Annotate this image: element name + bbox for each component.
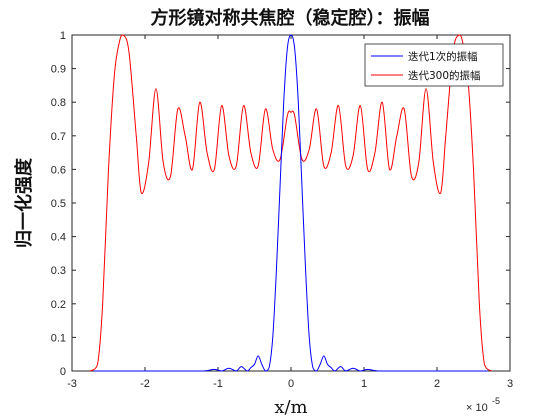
chart-title: 方形镜对称共焦腔（稳定腔）：振幅 — [151, 7, 430, 29]
x-tick-label: 1 — [361, 378, 367, 390]
x-tick-label: 2 — [434, 378, 440, 390]
y-tick-label: 1 — [60, 30, 66, 42]
x-axis-label: x/m — [274, 397, 307, 418]
y-tick-label: 0 — [60, 366, 66, 378]
y-axis: 0 0.1 0.2 0.3 0.4 0.5 0.6 0.7 0.8 0.9 1 — [51, 30, 510, 378]
y-tick-label: 0.3 — [51, 265, 66, 277]
x-tick-label: -1 — [213, 378, 223, 390]
legend-label-0: 迭代1次的振幅 — [408, 50, 478, 63]
legend-box — [364, 43, 504, 87]
plot-area — [71, 34, 511, 372]
x-tick-label: 3 — [507, 378, 513, 390]
y-tick-label: 0.5 — [51, 198, 66, 210]
y-tick-label: 0.9 — [51, 64, 66, 76]
y-tick-label: 0.1 — [51, 332, 66, 344]
x-tick-label: 0 — [288, 378, 294, 390]
series-layer — [89, 34, 493, 372]
x-tick-label: -2 — [140, 378, 150, 390]
y-tick-label: 0.4 — [51, 232, 66, 244]
y-axis-label: 归一化强度 — [13, 157, 35, 248]
series-line-1 — [89, 34, 493, 372]
y-tick-label: 0.8 — [51, 97, 66, 109]
y-tick-label: 0.6 — [51, 164, 66, 176]
y-tick-label: 0.7 — [51, 131, 66, 143]
y-tick-label: 0.2 — [51, 299, 66, 311]
x-exponent: × 10 -5 — [466, 396, 500, 414]
legend: 迭代1次的振幅 迭代300的振幅 — [364, 43, 504, 87]
x-exponent-power: -5 — [492, 396, 500, 406]
legend-label-1: 迭代300的振幅 — [408, 69, 481, 82]
series-line-0 — [93, 34, 489, 372]
x-tick-label: -3 — [67, 378, 77, 390]
x-exponent-base: × 10 — [466, 402, 488, 414]
